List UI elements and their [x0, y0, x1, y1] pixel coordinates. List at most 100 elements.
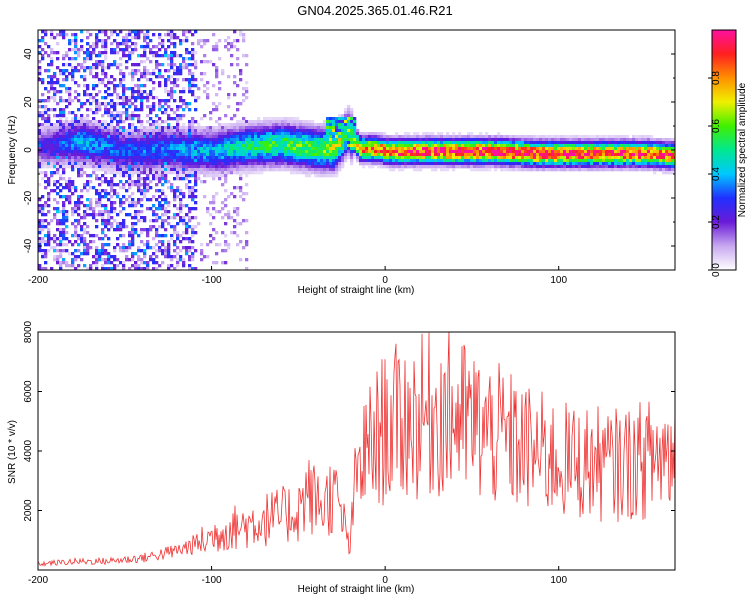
heatmap-cell — [188, 165, 192, 169]
heatmap-cell — [428, 162, 432, 166]
heatmap-cell — [200, 147, 204, 151]
heatmap-cell — [50, 96, 54, 100]
heatmap-cell — [245, 168, 249, 172]
heatmap-cell — [476, 156, 480, 160]
heatmap-cell — [548, 156, 552, 160]
heatmap-cell — [368, 132, 372, 136]
heatmap-cell — [509, 156, 513, 160]
heatmap-cell — [653, 159, 657, 163]
heatmap-cell — [536, 159, 540, 163]
heatmap-cell — [191, 42, 195, 46]
heatmap-cell — [212, 159, 216, 163]
heatmap-cell — [152, 252, 156, 256]
heatmap-cell — [431, 159, 435, 163]
heatmap-cell — [89, 126, 93, 130]
heatmap-cell — [296, 120, 300, 124]
heatmap-cell — [371, 147, 375, 151]
heatmap-cell — [212, 153, 216, 157]
heatmap-cell — [338, 117, 342, 121]
heatmap-cell — [623, 168, 627, 172]
heatmap-cell — [380, 138, 384, 142]
heatmap-cell — [50, 129, 54, 133]
heatmap-cell — [254, 129, 258, 133]
heatmap-cell — [452, 141, 456, 145]
heatmap-cell — [425, 138, 429, 142]
heatmap-cell — [437, 162, 441, 166]
heatmap-cell — [68, 240, 72, 244]
heatmap-cell — [548, 150, 552, 154]
heatmap-cell — [86, 156, 90, 160]
heatmap-cell — [263, 159, 267, 163]
heatmap-cell — [44, 243, 48, 247]
heatmap-cell — [317, 171, 321, 175]
heatmap-cell — [326, 168, 330, 172]
heatmap-cell — [152, 102, 156, 106]
heatmap-cell — [257, 123, 261, 127]
heatmap-cell — [461, 150, 465, 154]
heatmap-cell — [146, 189, 150, 193]
heatmap-cell — [452, 144, 456, 148]
heatmap-cell — [335, 156, 339, 160]
heatmap-cell — [236, 156, 240, 160]
heatmap-cell — [149, 90, 153, 94]
heatmap-cell — [86, 213, 90, 217]
heatmap-cell — [191, 48, 195, 52]
heatmap-cell — [461, 159, 465, 163]
heatmap-cell — [665, 171, 669, 175]
heatmap-cell — [164, 147, 168, 151]
heatmap-cell — [272, 168, 276, 172]
heatmap-cell — [221, 144, 225, 148]
heatmap-cell — [389, 135, 393, 139]
heatmap-cell — [605, 135, 609, 139]
heatmap-cell — [188, 168, 192, 172]
heatmap-cell — [77, 213, 81, 217]
heatmap-cell — [575, 135, 579, 139]
heatmap-cell — [65, 135, 69, 139]
heatmap-cell — [38, 144, 42, 148]
heatmap-cell — [563, 168, 567, 172]
heatmap-cell — [494, 162, 498, 166]
heatmap-cell — [509, 135, 513, 139]
heatmap-cell — [413, 168, 417, 172]
heatmap-cell — [671, 153, 675, 157]
heatmap-cell — [272, 153, 276, 157]
heatmap-cell — [179, 66, 183, 70]
heatmap-cell — [371, 135, 375, 139]
heatmap-cell — [161, 144, 165, 148]
heatmap-cell — [176, 231, 180, 235]
heatmap-cell — [560, 165, 564, 169]
heatmap-cell — [191, 231, 195, 235]
heatmap-cell — [104, 195, 108, 199]
heatmap-cell — [77, 195, 81, 199]
heatmap-cell — [302, 132, 306, 136]
heatmap-cell — [47, 99, 51, 103]
heatmap-cell — [149, 198, 153, 202]
heatmap-cell — [527, 162, 531, 166]
heatmap-cell — [89, 156, 93, 160]
heatmap-cell — [242, 93, 246, 97]
heatmap-cell — [176, 147, 180, 151]
heatmap-cell — [146, 183, 150, 187]
heatmap-cell — [149, 123, 153, 127]
heatmap-cell — [554, 153, 558, 157]
heatmap-cell — [146, 114, 150, 118]
heatmap-cell — [422, 147, 426, 151]
heatmap-cell — [185, 183, 189, 187]
heatmap-cell — [95, 123, 99, 127]
heatmap-cell — [179, 150, 183, 154]
heatmap-cell — [659, 144, 663, 148]
heatmap-cell — [71, 192, 75, 196]
heatmap-cell — [278, 156, 282, 160]
heatmap-cell — [188, 78, 192, 82]
heatmap-cell — [296, 129, 300, 133]
heatmap-cell — [530, 147, 534, 151]
heatmap-cell — [80, 168, 84, 172]
heatmap-cell — [116, 123, 120, 127]
heatmap-cell — [194, 132, 198, 136]
heatmap-cell — [197, 132, 201, 136]
heatmap-cell — [65, 69, 69, 73]
heatmap-cell — [473, 135, 477, 139]
heatmap-cell — [284, 117, 288, 121]
heatmap-cell — [458, 153, 462, 157]
heatmap-cell — [200, 39, 204, 43]
